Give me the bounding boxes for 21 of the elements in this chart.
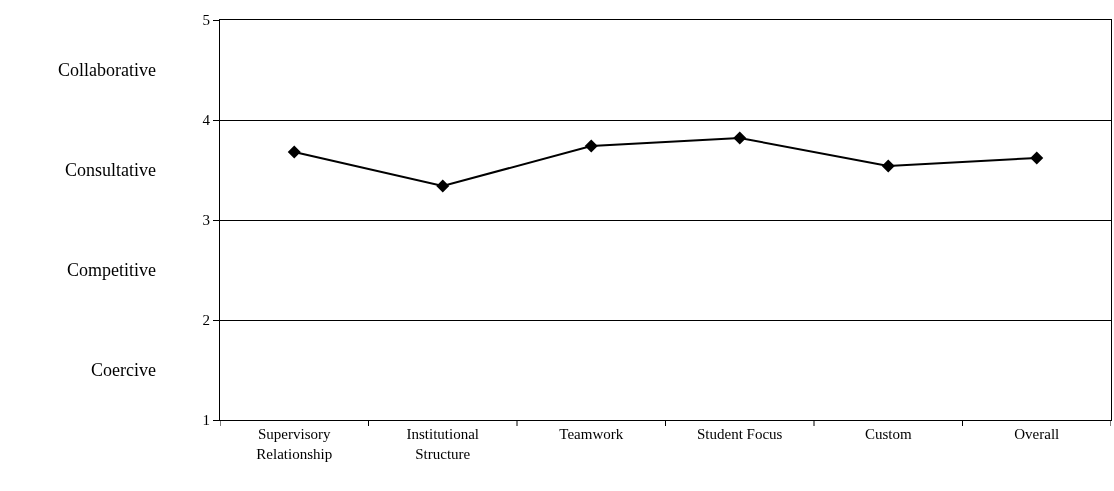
text: Consultative [65, 160, 156, 180]
point [733, 131, 747, 145]
x-tick-label: Custom [864, 426, 912, 442]
text: Competitive [67, 260, 156, 280]
x-tick-label: Supervisory Relationship [256, 426, 333, 462]
point [584, 139, 598, 153]
text: Coercive [91, 360, 156, 380]
y-tick-label: 3 [202, 212, 210, 229]
y-tick-label: 5 [202, 12, 210, 29]
point [1030, 151, 1044, 165]
x-tick-label: Student Focus [697, 426, 783, 442]
point [436, 179, 450, 193]
x-tick-label: Teamwork [559, 426, 624, 442]
x-tick-label: Institutional Structure [406, 426, 479, 462]
x-tick-label: Overall [1014, 426, 1060, 442]
text: Collaborative [58, 60, 156, 80]
point [881, 159, 895, 173]
y-tick-label: 2 [202, 312, 210, 329]
point [287, 145, 301, 159]
y-tick-label: 4 [202, 112, 211, 129]
y-tick-label: 1 [202, 412, 210, 429]
